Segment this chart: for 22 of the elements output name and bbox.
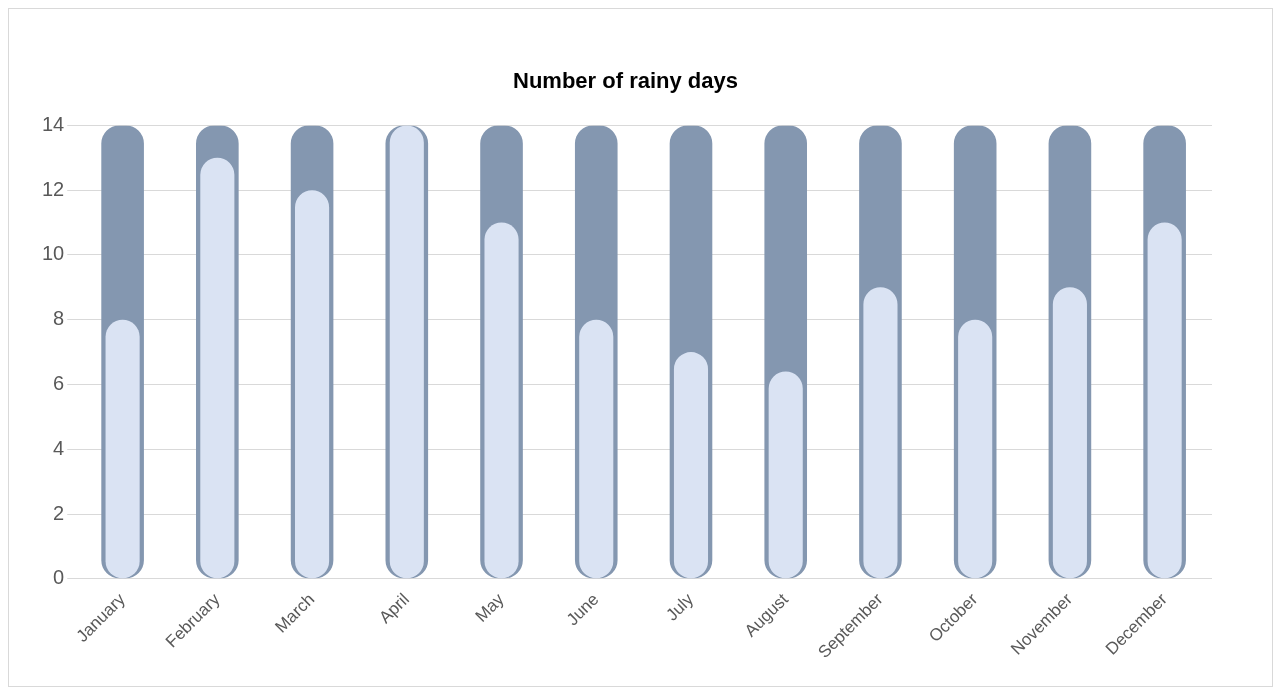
bar: [200, 157, 235, 579]
y-tick-label: 6: [53, 371, 65, 394]
x-tick-label: May: [471, 589, 509, 626]
y-tick-label: 12: [42, 177, 65, 200]
bar: [1147, 222, 1182, 579]
bar: [484, 222, 519, 579]
y-tick-label: 0: [53, 566, 65, 589]
bar: [673, 352, 709, 579]
bar: [105, 319, 140, 579]
bar: [295, 190, 330, 579]
x-tick-label: July: [662, 589, 698, 625]
bar: [958, 319, 993, 579]
y-tick-label: 2: [53, 501, 65, 524]
y-tick-label: 10: [42, 242, 65, 265]
bar: [768, 371, 803, 579]
y-tick-label: 4: [53, 436, 65, 459]
y-tick-label: 14: [42, 112, 65, 135]
chart-title: Number of rainy days: [513, 68, 738, 94]
bar: [863, 287, 898, 579]
bar: [1052, 287, 1087, 579]
y-tick-label: 8: [53, 307, 65, 330]
bar: [579, 319, 614, 579]
